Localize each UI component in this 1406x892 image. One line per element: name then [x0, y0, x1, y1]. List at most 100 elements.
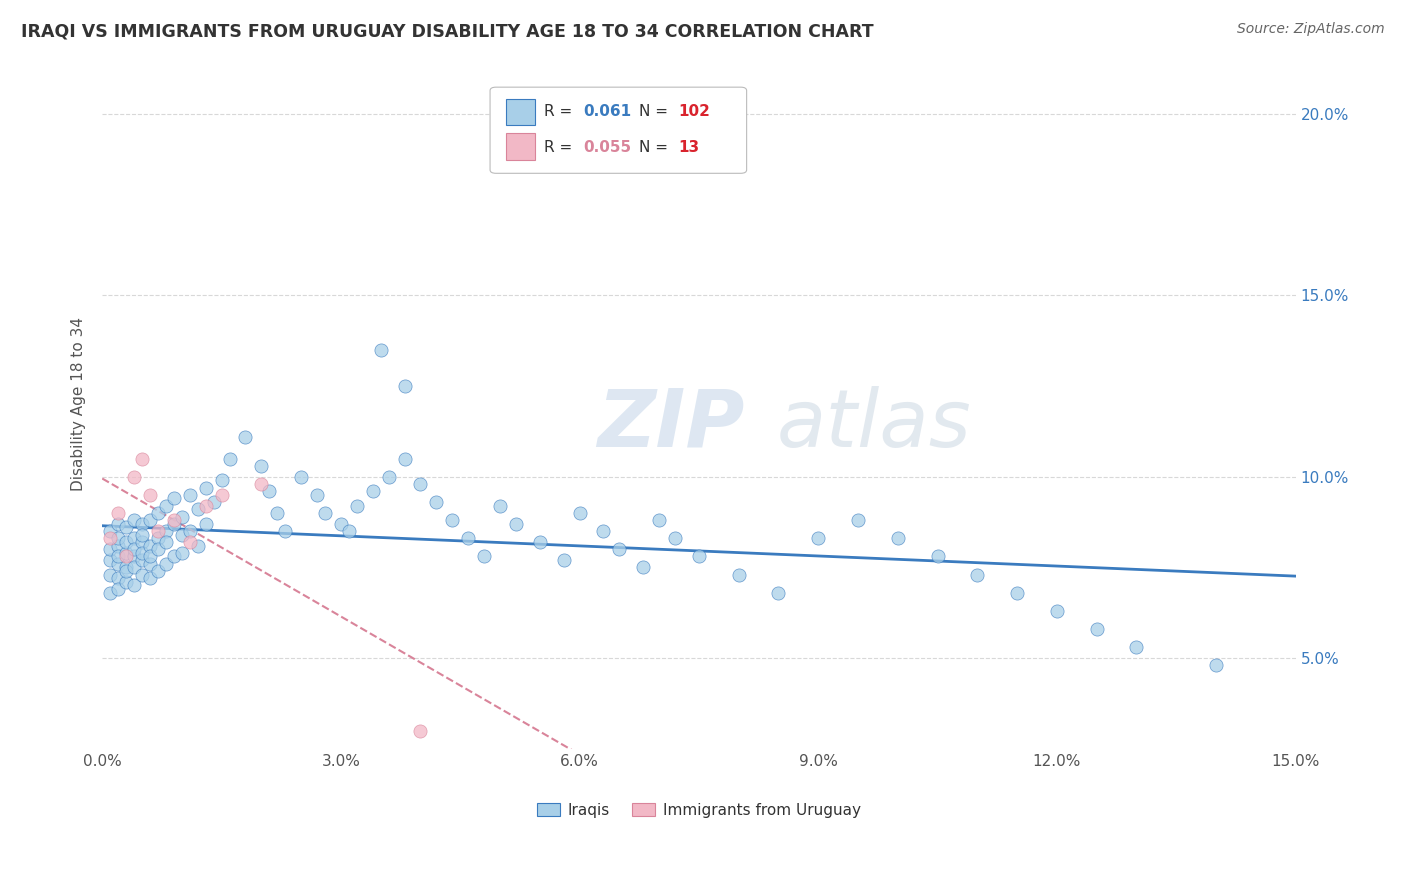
- Point: [631, 560, 654, 574]
- Point: [727, 567, 749, 582]
- Text: 0.055: 0.055: [583, 140, 631, 154]
- Point: [107, 549, 129, 564]
- Text: N =: N =: [640, 140, 673, 154]
- Point: [441, 513, 464, 527]
- Text: R =: R =: [544, 103, 576, 119]
- Point: [768, 586, 790, 600]
- Point: [122, 542, 145, 557]
- Bar: [506, 133, 536, 160]
- Point: [146, 532, 169, 546]
- Text: R =: R =: [544, 140, 576, 154]
- Point: [98, 524, 121, 538]
- Text: 102: 102: [679, 103, 710, 119]
- Point: [131, 567, 153, 582]
- Point: [98, 532, 121, 546]
- Bar: [506, 99, 536, 125]
- Point: [107, 557, 129, 571]
- Point: [146, 524, 169, 538]
- Point: [1125, 640, 1147, 655]
- Point: [472, 549, 495, 564]
- Point: [131, 546, 153, 560]
- Point: [107, 571, 129, 585]
- Point: [155, 557, 177, 571]
- Text: IRAQI VS IMMIGRANTS FROM URUGUAY DISABILITY AGE 18 TO 34 CORRELATION CHART: IRAQI VS IMMIGRANTS FROM URUGUAY DISABIL…: [21, 22, 873, 40]
- Point: [274, 524, 297, 538]
- Point: [489, 499, 512, 513]
- Point: [179, 488, 201, 502]
- Point: [202, 495, 225, 509]
- Point: [394, 451, 416, 466]
- Point: [139, 513, 162, 527]
- Point: [98, 553, 121, 567]
- Point: [211, 488, 233, 502]
- Point: [505, 516, 527, 531]
- Point: [194, 516, 217, 531]
- Point: [131, 553, 153, 567]
- Point: [218, 451, 240, 466]
- Point: [122, 532, 145, 546]
- Point: [187, 539, 209, 553]
- Point: [211, 473, 233, 487]
- Point: [163, 549, 186, 564]
- Point: [592, 524, 614, 538]
- Point: [155, 535, 177, 549]
- Point: [179, 524, 201, 538]
- Point: [122, 513, 145, 527]
- Point: [648, 513, 671, 527]
- Point: [394, 379, 416, 393]
- FancyBboxPatch shape: [491, 87, 747, 173]
- Point: [107, 539, 129, 553]
- Point: [927, 549, 949, 564]
- Point: [115, 564, 138, 578]
- Point: [115, 546, 138, 560]
- Point: [250, 477, 273, 491]
- Point: [1085, 622, 1108, 636]
- Point: [346, 499, 368, 513]
- Point: [1005, 586, 1028, 600]
- Point: [1046, 604, 1069, 618]
- Point: [457, 532, 479, 546]
- Point: [163, 516, 186, 531]
- Point: [187, 502, 209, 516]
- Point: [337, 524, 360, 538]
- Point: [122, 578, 145, 592]
- Point: [131, 527, 153, 541]
- Point: [155, 524, 177, 538]
- Point: [846, 513, 869, 527]
- Text: 13: 13: [679, 140, 700, 154]
- Point: [688, 549, 710, 564]
- Point: [607, 542, 630, 557]
- Point: [107, 516, 129, 531]
- Point: [370, 343, 392, 357]
- Point: [194, 499, 217, 513]
- Point: [115, 535, 138, 549]
- Legend: Iraqis, Immigrants from Uruguay: Iraqis, Immigrants from Uruguay: [530, 797, 868, 823]
- Point: [139, 557, 162, 571]
- Point: [887, 532, 910, 546]
- Point: [329, 516, 352, 531]
- Point: [163, 513, 186, 527]
- Point: [361, 484, 384, 499]
- Point: [235, 430, 257, 444]
- Point: [194, 481, 217, 495]
- Point: [305, 488, 328, 502]
- Point: [409, 477, 432, 491]
- Point: [425, 495, 447, 509]
- Text: ZIP: ZIP: [598, 386, 745, 464]
- Point: [314, 506, 336, 520]
- Text: atlas: atlas: [776, 386, 972, 464]
- Point: [664, 532, 686, 546]
- Point: [1205, 658, 1227, 673]
- Point: [122, 549, 145, 564]
- Point: [115, 560, 138, 574]
- Point: [139, 549, 162, 564]
- Text: Source: ZipAtlas.com: Source: ZipAtlas.com: [1237, 22, 1385, 37]
- Point: [409, 723, 432, 738]
- Point: [146, 542, 169, 557]
- Point: [115, 574, 138, 589]
- Y-axis label: Disability Age 18 to 34: Disability Age 18 to 34: [72, 318, 86, 491]
- Point: [170, 546, 193, 560]
- Point: [553, 553, 575, 567]
- Point: [250, 458, 273, 473]
- Point: [807, 532, 830, 546]
